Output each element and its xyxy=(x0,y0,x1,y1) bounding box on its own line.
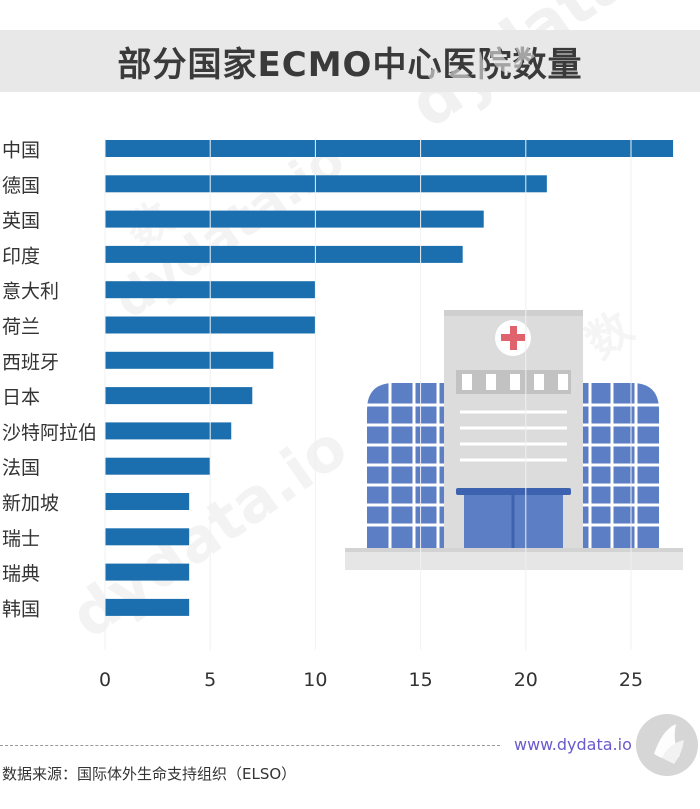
bar xyxy=(105,140,674,157)
category-label: 日本 xyxy=(2,387,40,409)
site-url[interactable]: www.dydata.io xyxy=(514,735,632,754)
category-label: 中国 xyxy=(2,140,40,162)
bar xyxy=(105,598,190,616)
category-label: 意大利 xyxy=(2,281,59,303)
x-tick-label: 15 xyxy=(409,669,433,691)
bar xyxy=(105,528,190,546)
watermark-text: dydata.io xyxy=(58,412,360,652)
category-label: 德国 xyxy=(2,175,40,197)
bar xyxy=(105,351,274,369)
x-tick-label: 25 xyxy=(619,669,643,691)
bar xyxy=(105,563,190,581)
x-tick-label: 20 xyxy=(514,669,538,691)
category-label: 英国 xyxy=(2,210,40,232)
chart-title: 部分国家ECMO中心医院数量 xyxy=(117,44,583,85)
medical-cross-icon xyxy=(495,320,531,356)
bar xyxy=(105,245,463,263)
source-note: 数据来源：国际体外生命支持组织（ELSO） xyxy=(2,765,297,783)
category-label: 西班牙 xyxy=(2,351,59,373)
bar xyxy=(105,422,232,440)
watermark-cn-text: 数 xyxy=(577,302,642,369)
category-label: 荷兰 xyxy=(2,316,40,338)
category-label: 沙特阿拉伯 xyxy=(2,422,97,444)
category-label: 法国 xyxy=(2,457,40,479)
bar xyxy=(105,457,211,475)
hospital-icon xyxy=(345,310,683,570)
bar xyxy=(105,175,547,193)
category-label: 韩国 xyxy=(2,598,40,620)
category-label: 瑞士 xyxy=(2,528,40,550)
x-tick-label: 0 xyxy=(99,669,111,691)
x-tick-label: 5 xyxy=(204,669,216,691)
category-label: 印度 xyxy=(2,245,40,267)
bar xyxy=(105,210,484,228)
bar xyxy=(105,387,253,405)
bar xyxy=(105,493,190,510)
category-label: 新加坡 xyxy=(2,493,59,515)
x-axis-ticks: 0 5 10 15 20 25 xyxy=(99,138,643,691)
footer-divider xyxy=(0,745,500,746)
category-label: 瑞典 xyxy=(2,563,40,585)
title-bar: 部分国家ECMO中心医院数量 xyxy=(0,30,700,92)
logo-icon xyxy=(636,714,698,776)
x-tick-label: 10 xyxy=(303,669,327,691)
bars-layer xyxy=(105,140,674,616)
watermark-text: dydata.io xyxy=(397,0,700,143)
